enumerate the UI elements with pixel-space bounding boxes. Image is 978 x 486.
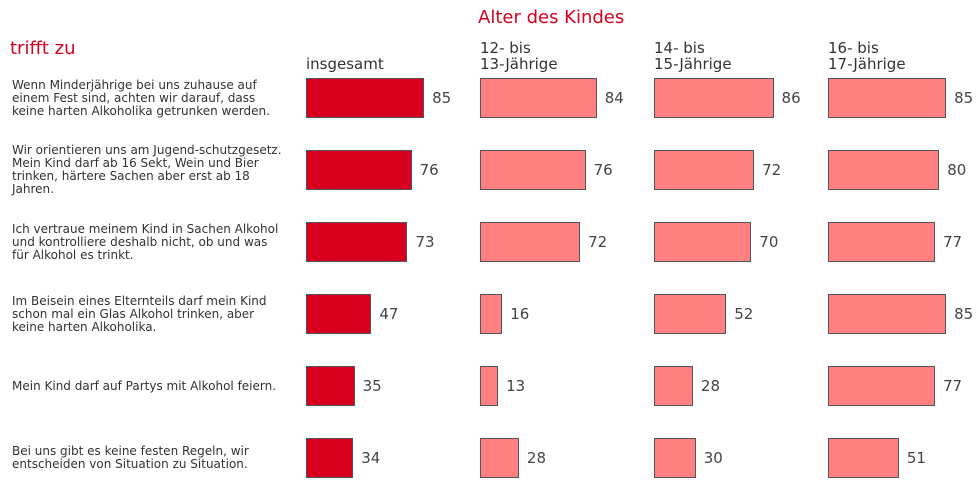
value-label: 73 [415,233,435,251]
category-label: Wir orientieren uns am Jugend-schutzgese… [12,143,282,196]
bar [480,78,597,118]
bar [654,222,752,262]
value-label: 28 [526,449,546,467]
bar [306,78,425,118]
bar [306,150,412,190]
bar [654,366,693,406]
value-label: 47 [379,305,399,323]
series-label: 16- bis 17-Jährige [828,39,906,73]
category-label: Ich vertraue meinem Kind in Sachen Alkoh… [12,221,279,262]
value-label: 72 [588,233,608,251]
bar [306,222,408,262]
bar [480,222,581,262]
bar [306,294,372,334]
bar [480,438,519,478]
category-label: Im Beisein eines Elternteils darf mein K… [12,293,267,334]
bar [480,294,503,334]
bar [480,366,499,406]
value-label: 85 [432,89,452,107]
bar [828,78,947,118]
bar [828,294,947,334]
bar [306,366,355,406]
series-label: 14- bis 15-Jährige [654,39,732,73]
value-label: 51 [906,449,926,467]
value-label: 86 [781,89,801,107]
value-label: 80 [947,161,967,179]
value-label: 85 [954,305,974,323]
category-label: Wenn Minderjährige bei uns zuhause auf e… [12,77,270,118]
bar [654,150,755,190]
value-label: 72 [762,161,782,179]
bar [306,438,354,478]
category-label: Bei uns gibt es keine festen Regeln, wir… [12,444,249,471]
bar [654,438,696,478]
value-label: 85 [954,89,974,107]
value-label: 28 [700,377,720,395]
bar [480,150,586,190]
value-label: 30 [703,449,723,467]
series-label: 12- bis 13-Jährige [480,39,558,73]
value-label: 13 [506,377,526,395]
value-label: 35 [362,377,382,395]
value-label: 84 [604,89,624,107]
subtitle: trifft zu [10,38,76,59]
group-title: Alter des Kindes [478,7,625,28]
bar [828,150,940,190]
value-label: 76 [593,161,613,179]
bar [828,438,899,478]
bar [828,366,936,406]
value-label: 16 [510,305,530,323]
bar [828,222,936,262]
bar [654,294,727,334]
value-label: 77 [943,377,963,395]
series-label: insgesamt [306,55,384,73]
value-label: 34 [361,449,381,467]
bar [654,78,774,118]
value-label: 77 [943,233,963,251]
value-label: 70 [759,233,779,251]
value-label: 52 [734,305,754,323]
value-label: 76 [419,161,439,179]
category-label: Mein Kind darf auf Partys mit Alkohol fe… [12,378,277,393]
